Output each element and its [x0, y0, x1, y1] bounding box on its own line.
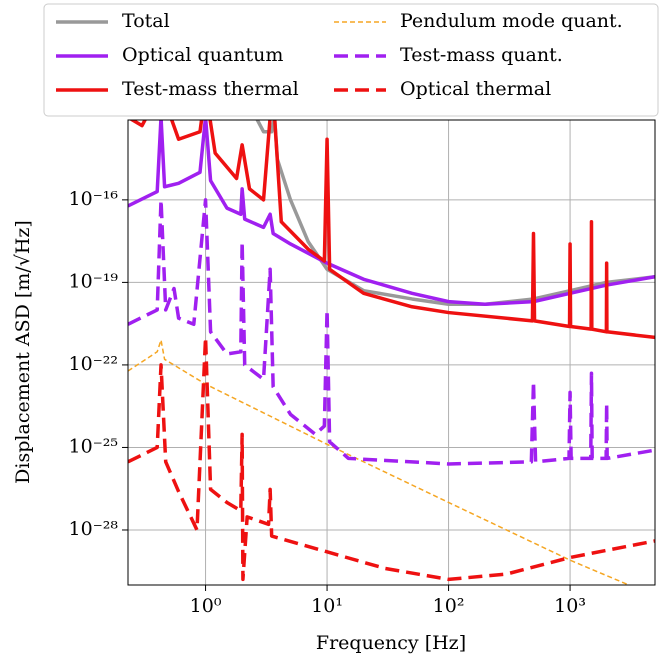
legend: Total Optical quantum Test-mass thermal Pen… [43, 3, 659, 117]
x-tick-label: 10¹ [311, 595, 343, 617]
plot-frame [127, 119, 656, 586]
legend-label: Test-mass thermal [122, 78, 299, 100]
legend-label: Test-mass quant. [400, 44, 563, 66]
legend-label: Optical thermal [400, 78, 551, 100]
legend-label: Optical quantum [122, 44, 283, 66]
y-tick-label: 10⁻²² [69, 353, 118, 375]
series-line [129, 120, 655, 340]
legend-label: Total [122, 10, 170, 32]
x-tick-label: 10³ [554, 595, 586, 617]
plot-area [128, 120, 655, 585]
series-line [128, 120, 655, 307]
y-axis-label: Displacement ASD [m/√Hz] [12, 220, 34, 484]
y-tick-label: 10⁻²⁸ [69, 518, 119, 540]
series-line [128, 198, 655, 466]
series-line [128, 335, 655, 582]
y-tick-label: 10⁻¹⁶ [69, 188, 119, 210]
series-line [255, 120, 655, 307]
legend-box [43, 3, 659, 117]
y-tick-label: 10⁻¹⁹ [69, 270, 119, 292]
x-tick-label: 10² [433, 595, 465, 617]
legend-label: Pendulum mode quant. [400, 10, 623, 32]
x-axis-label: Frequency [Hz] [316, 632, 466, 654]
x-tick-label: 10⁰ [190, 595, 222, 617]
y-tick-label: 10⁻²⁵ [69, 435, 118, 457]
